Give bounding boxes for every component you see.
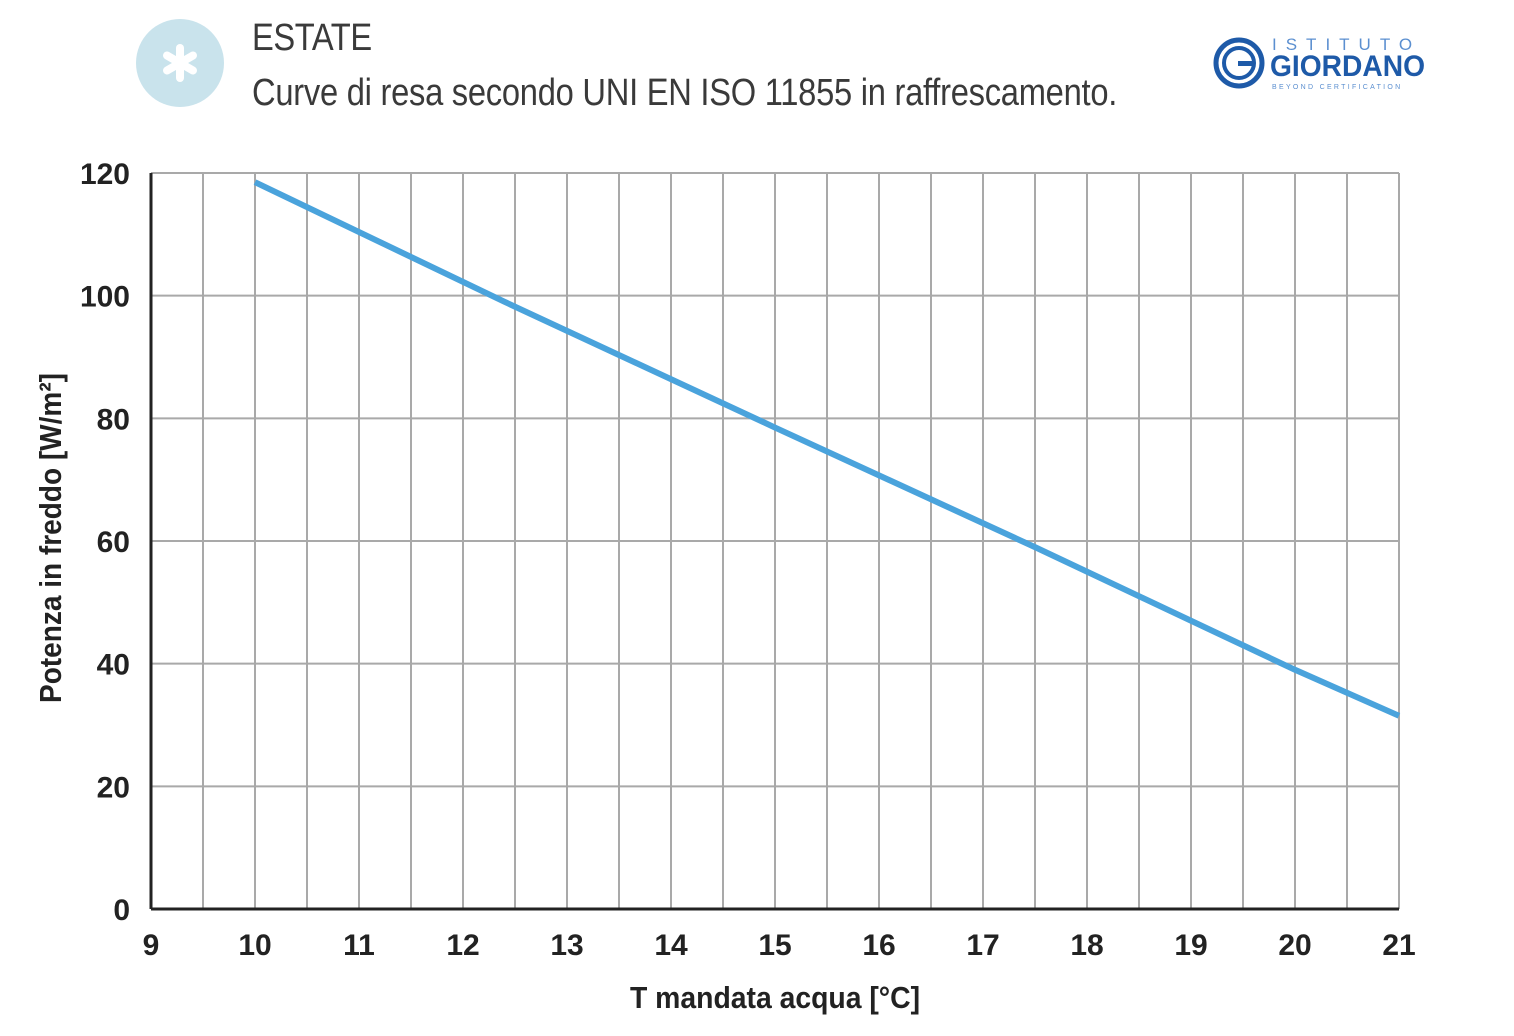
y-tick-label: 80 bbox=[97, 403, 130, 436]
x-tick-label: 10 bbox=[238, 929, 271, 962]
x-tick-label: 18 bbox=[1070, 929, 1103, 962]
x-axis-title: T mandata acqua [°C] bbox=[630, 980, 920, 1015]
istituto-giordano-logo: ISTITUTO GIORDANO BEYOND CERTIFICATION bbox=[1213, 35, 1425, 91]
y-axis-title: Potenza in freddo [W/m²] bbox=[33, 373, 68, 703]
x-tick-label: 14 bbox=[654, 929, 688, 962]
chart-axes bbox=[149, 173, 1399, 911]
chart-tick-labels: 9 10 11 12 13 14 15 16 17 18 19 20 21 0 20 40 60 80 100 120 bbox=[80, 158, 1416, 962]
x-tick-label: 15 bbox=[758, 929, 791, 962]
snowflake-icon bbox=[136, 19, 224, 107]
x-tick-label: 20 bbox=[1278, 929, 1311, 962]
page-title: ESTATE bbox=[252, 17, 372, 59]
y-tick-label: 60 bbox=[97, 526, 130, 559]
x-tick-label: 12 bbox=[446, 929, 479, 962]
x-tick-label: 17 bbox=[966, 929, 999, 962]
page-subtitle: Curve di resa secondo UNI EN ISO 11855 i… bbox=[252, 72, 1118, 114]
y-tick-label: 0 bbox=[113, 894, 130, 927]
logo-mark bbox=[1213, 37, 1265, 89]
x-tick-label: 21 bbox=[1382, 929, 1415, 962]
y-tick-label: 100 bbox=[80, 281, 130, 314]
chart-grid bbox=[150, 172, 1400, 910]
header: ESTATE Curve di resa secondo UNI EN ISO … bbox=[252, 16, 1258, 115]
logo-top-text: ISTITUTO bbox=[1272, 35, 1421, 54]
x-tick-label: 19 bbox=[1174, 929, 1207, 962]
y-tick-label: 120 bbox=[80, 158, 130, 191]
y-tick-label: 40 bbox=[97, 649, 130, 682]
series-line bbox=[253, 179, 1401, 719]
logo-tagline: BEYOND CERTIFICATION bbox=[1272, 84, 1403, 91]
x-tick-label: 16 bbox=[862, 929, 895, 962]
chart-series bbox=[253, 179, 1401, 719]
y-tick-label: 20 bbox=[97, 771, 130, 804]
x-tick-label: 9 bbox=[143, 929, 160, 962]
x-tick-label: 11 bbox=[343, 929, 375, 962]
x-tick-label: 13 bbox=[550, 929, 583, 962]
logo-main-text: GIORDANO bbox=[1270, 50, 1425, 83]
